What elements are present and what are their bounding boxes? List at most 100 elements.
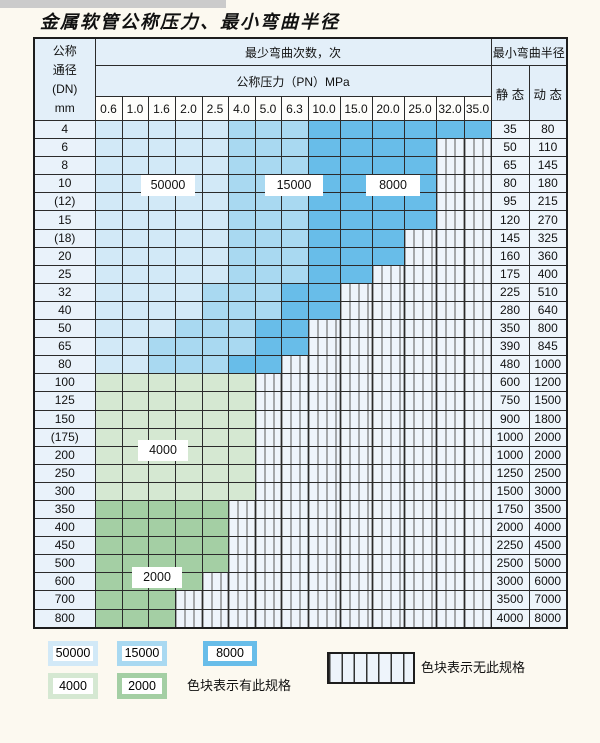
no-spec-cell [463, 174, 492, 194]
spec-cell-s1 [174, 210, 203, 230]
no-spec-cell [254, 572, 282, 592]
no-spec-cell [435, 481, 465, 501]
dn-cell: 50 [33, 319, 96, 339]
no-spec-cell [307, 427, 341, 447]
static-radius-cell: 175 [490, 264, 530, 284]
pressure-col-header: 20.0 [371, 96, 405, 121]
spec-cell-s3 [339, 264, 373, 284]
spec-cell-s3 [280, 300, 309, 321]
dynamic-radius-cell: 2000 [528, 445, 568, 465]
static-radius-cell: 2250 [490, 536, 530, 556]
spec-cell-s3 [339, 192, 373, 212]
spec-cell-s3 [339, 138, 373, 158]
spec-cell-s2 [280, 228, 309, 248]
spec-cell-g1 [201, 463, 229, 483]
spec-cell-s3 [307, 119, 341, 140]
spec-cell-s1 [201, 210, 229, 230]
static-radius-cell: 1000 [490, 445, 530, 465]
spec-cell-s2 [227, 119, 256, 140]
table-row-dn-300: 300 1500 3000 [33, 481, 568, 501]
spec-cell-g2 [147, 536, 176, 556]
no-spec-cell [371, 463, 405, 483]
no-spec-cell [435, 156, 465, 176]
spec-cell-g1 [174, 481, 203, 501]
spec-cell-g2 [94, 518, 123, 538]
no-spec-cell [227, 536, 256, 556]
spec-cell-s1 [121, 282, 149, 302]
no-spec-cell [254, 554, 282, 574]
no-spec-cell [435, 192, 465, 212]
dn-header-line: (DN) [52, 81, 78, 96]
no-spec-cell [307, 445, 341, 465]
pressure-values-row: 0.6 1.0 1.6 2.0 2.5 4.0 5.0 6.3 10.0 15.0 20.0 25.0… [34, 96, 567, 121]
spec-cell-s1 [121, 192, 149, 212]
no-spec-cell [371, 608, 405, 629]
table-row-dn-8: 8 65 145 [33, 156, 568, 176]
no-spec-cell [371, 445, 405, 465]
legend-swatch-value: 8000 [216, 646, 244, 660]
spec-cell-g1 [121, 373, 149, 393]
spec-cell-g1 [227, 481, 256, 501]
spec-cell-g1 [227, 391, 256, 411]
no-spec-cell [339, 300, 373, 321]
dn-cell: 15 [33, 210, 96, 230]
spec-cell-s3 [339, 246, 373, 266]
dn-cell: 80 [33, 355, 96, 375]
table-row-dn-600: 600 3000 6000 [33, 572, 568, 592]
no-spec-cell [307, 608, 341, 629]
dn-cell: 40 [33, 300, 96, 321]
spec-cell-s3 [307, 228, 341, 248]
no-spec-cell [435, 373, 465, 393]
static-radius-cell: 1500 [490, 481, 530, 501]
no-spec-cell [463, 481, 492, 501]
dn-cell: 400 [33, 518, 96, 538]
table-row-dn-100: 100 600 1200 [33, 373, 568, 393]
no-spec-cell [435, 210, 465, 230]
spec-cell-s2 [254, 138, 282, 158]
spec-cell-g2 [201, 499, 229, 520]
no-spec-cell [463, 300, 492, 321]
spec-cell-s3 [307, 264, 341, 284]
spec-cell-g1 [227, 463, 256, 483]
spec-cell-s1 [121, 355, 149, 375]
dynamic-radius-cell: 145 [528, 156, 568, 176]
legend-swatch-value: 15000 [124, 646, 160, 660]
table-row-dn-12: (12) 95 215 [33, 192, 568, 212]
dynamic-radius-cell: 1500 [528, 391, 568, 411]
no-spec-cell [307, 499, 341, 520]
no-spec-cell [463, 156, 492, 176]
no-spec-cell [463, 282, 492, 302]
table-row-dn-175: (175) 1000 2000 [33, 427, 568, 447]
no-spec-cell [463, 427, 492, 447]
no-spec-cell [371, 282, 405, 302]
spec-cell-s2 [227, 156, 256, 176]
spec-cell-s2 [201, 337, 229, 357]
no-spec-cell [307, 536, 341, 556]
spec-cell-s2 [280, 210, 309, 230]
no-spec-cell [254, 590, 282, 610]
spec-cell-s1 [147, 156, 176, 176]
spec-cell-s3 [307, 156, 341, 176]
spec-cell-g1 [94, 391, 123, 411]
no-spec-cell [435, 264, 465, 284]
no-spec-cell [435, 319, 465, 339]
spec-cell-s2 [147, 355, 176, 375]
no-spec-cell [280, 554, 309, 574]
no-spec-cell [403, 499, 437, 520]
no-spec-cell [339, 608, 373, 629]
dynamic-radius-cell: 80 [528, 119, 568, 140]
pressure-col-header: 4.0 [227, 96, 256, 121]
table-row-dn-400: 400 2000 4000 [33, 518, 568, 538]
spec-cell-s1 [94, 156, 123, 176]
spec-cell-s2 [227, 319, 256, 339]
spec-cell-s1 [94, 192, 123, 212]
dynamic-radius-cell: 4000 [528, 518, 568, 538]
spec-cell-g2 [94, 608, 123, 629]
no-spec-cell [435, 572, 465, 592]
spec-cell-s2 [280, 156, 309, 176]
no-spec-cell [371, 590, 405, 610]
no-spec-cell [403, 409, 437, 429]
dynamic-radius-cell: 325 [528, 228, 568, 248]
spec-cell-s1 [201, 246, 229, 266]
min-bend-radius-header: 最小弯曲半径 [490, 37, 568, 66]
